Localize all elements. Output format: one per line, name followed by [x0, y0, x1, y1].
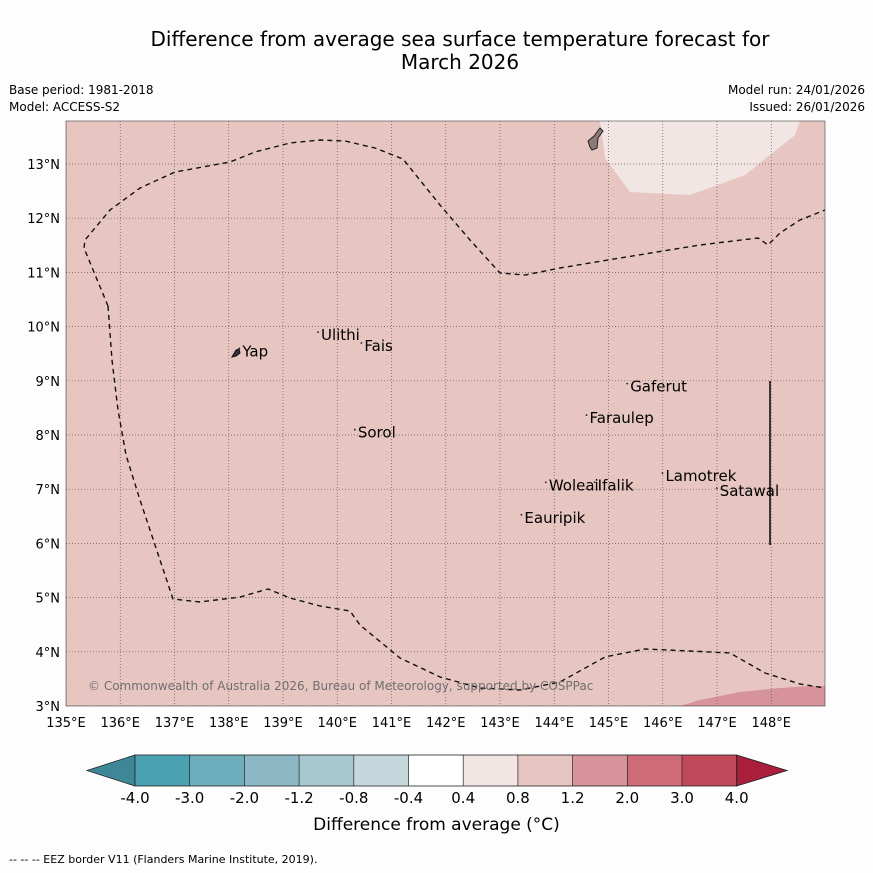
- lon-tick-label: 139°E: [263, 716, 303, 731]
- model-run: Model run: 24/01/2026: [727, 83, 865, 97]
- place-label-woleai: Woleai: [549, 476, 599, 494]
- colorbar-tick-label: 4.0: [725, 789, 749, 807]
- colorbar-tick-label: -3.0: [175, 789, 204, 807]
- colorbar-segment: [353, 755, 409, 786]
- lat-tick-label: 13°N: [27, 158, 60, 173]
- lon-tick-label: 138°E: [209, 716, 249, 731]
- lon-tick-label: 144°E: [534, 716, 574, 731]
- place-marker: [626, 382, 629, 385]
- place-marker: [317, 331, 319, 334]
- place-marker: [593, 481, 596, 484]
- axis-labels: 135°E 136°E 137°E 138°E 139°E 140°E 141°E 142°E…: [27, 158, 791, 731]
- colorbar-segment: [244, 755, 300, 786]
- colorbar-segment: [572, 755, 628, 786]
- place-label-faraulep: Faraulep: [590, 409, 654, 427]
- colorbar-label: Difference from average (°C): [313, 815, 560, 835]
- lon-tick-label: 141°E: [372, 716, 412, 731]
- place-marker: [585, 414, 588, 416]
- meta-left: Base period: 1981-2018 Model: ACCESS-S2: [9, 82, 154, 116]
- yap-island: [230, 348, 241, 358]
- copyright-text: © Commonwealth of Australia 2026, Bureau…: [88, 679, 593, 693]
- lat-tick-label: 9°N: [36, 375, 61, 390]
- lon-tick-label: 135°E: [46, 716, 86, 731]
- colorbar-extend-high: [736, 754, 789, 787]
- colorbar-extend-low: [85, 754, 136, 787]
- colorbar-tick-label: -0.8: [339, 789, 368, 807]
- lat-tick-label: 11°N: [27, 266, 60, 281]
- place-marker: [238, 347, 241, 350]
- place-label-ulithi: Ulithi: [321, 326, 360, 344]
- colorbar-segment: [135, 755, 190, 786]
- colorbar-segment: [189, 755, 245, 786]
- title-line-1: Difference from average sea surface temp…: [150, 27, 770, 51]
- lon-tick-label: 146°E: [643, 716, 683, 731]
- colorbar: -4.0 -3.0 -2.0 -1.2 -0.8 -0.4 0.4 0.8 1.2 2.0 3.0 4…: [85, 754, 789, 807]
- colorbar-segment: [463, 755, 518, 786]
- lon-tick-label: 136°E: [100, 716, 140, 731]
- guam-island: [587, 127, 604, 151]
- lon-tick-label: 147°E: [697, 716, 737, 731]
- colorbar-tick-label: -2.0: [230, 789, 259, 807]
- model-name: Model: ACCESS-S2: [9, 100, 121, 114]
- colorbar-outline: [134, 754, 738, 787]
- colorbar-tick-label: -1.2: [284, 789, 313, 807]
- colorbar-tick-label: 3.0: [670, 789, 694, 807]
- colorbar-tick-label: 0.8: [506, 789, 530, 807]
- meta-right: Model run: 24/01/2026 Issued: 26/01/2026: [728, 82, 865, 116]
- place-label-gaferut: Gaferut: [630, 378, 687, 396]
- colorbar-tick-label: 0.4: [451, 789, 475, 807]
- colorbar-tick-label: 1.2: [561, 789, 585, 807]
- place-label-fais: Fais: [364, 337, 393, 355]
- place-marker: [360, 342, 363, 344]
- place-label-sorol: Sorol: [358, 424, 396, 442]
- place-marker: [715, 487, 718, 490]
- colorbar-tick-label: -4.0: [120, 789, 149, 807]
- lon-tick-label: 140°E: [317, 716, 357, 731]
- colorbar-tick-label: -0.4: [394, 789, 423, 807]
- place-label-yap: Yap: [241, 342, 268, 360]
- lat-tick-label: 10°N: [27, 321, 60, 336]
- lat-tick-label: 3°N: [36, 700, 61, 715]
- lon-tick-label: 145°E: [589, 716, 629, 731]
- chart-title: Difference from average sea surface temp…: [60, 28, 860, 74]
- lat-tick-label: 7°N: [36, 483, 61, 498]
- colorbar-segment: [299, 755, 354, 786]
- colorbar-segment: [517, 755, 573, 786]
- map-border: [65, 120, 826, 707]
- anomaly-region-warm: [680, 686, 825, 706]
- lon-tick-label: 148°E: [751, 716, 791, 731]
- place-marker: [661, 472, 664, 474]
- colorbar-segment: [682, 755, 737, 786]
- place-label-satawal: Satawal: [720, 482, 779, 500]
- lon-tick-label: 137°E: [155, 716, 195, 731]
- gridlines: [66, 121, 825, 706]
- lat-tick-label: 4°N: [36, 646, 61, 661]
- lat-tick-label: 6°N: [36, 537, 61, 552]
- colorbar-tick-label: 2.0: [615, 789, 639, 807]
- lat-tick-label: 8°N: [36, 429, 61, 444]
- place-marker: [544, 481, 547, 484]
- colorbar-segment: [627, 755, 682, 786]
- lon-tick-label: 142°E: [426, 716, 466, 731]
- eez-border: [83, 139, 825, 691]
- issued-date: Issued: 26/01/2026: [749, 100, 865, 114]
- place-marker: [520, 513, 523, 516]
- lat-tick-label: 5°N: [36, 592, 61, 607]
- place-label-eauripik: Eauripik: [524, 509, 585, 527]
- place-label-ifalik: Ifalik: [598, 476, 634, 494]
- footnote: -- -- -- EEZ border V11 (Flanders Marine…: [9, 853, 318, 866]
- place-label-lamotrek: Lamotrek: [665, 467, 736, 485]
- lon-tick-label: 143°E: [480, 716, 520, 731]
- base-period: Base period: 1981-2018: [9, 83, 154, 97]
- place-marker: [353, 428, 356, 431]
- lat-tick-label: 12°N: [27, 212, 60, 227]
- title-line-2: March 2026: [400, 50, 520, 74]
- colorbar-segment: [408, 755, 464, 786]
- anomaly-region-light: [600, 121, 800, 195]
